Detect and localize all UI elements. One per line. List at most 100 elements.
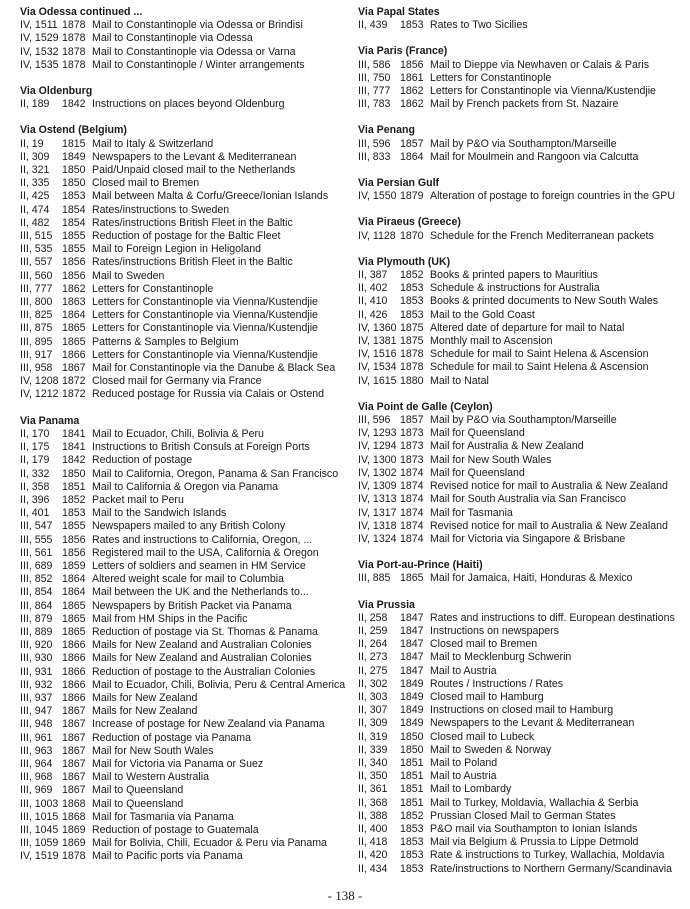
entry-description: Mail to Constantinople via Odessa or Bri… (92, 19, 303, 32)
entry-year: 1873 (400, 453, 424, 466)
entry-description: Mail for Victoria via Singapore & Brisba… (430, 532, 626, 545)
entry-year: 1850 (62, 164, 86, 177)
index-entry: III, 895 1865 Patterns & Samples to Belgiu… (20, 336, 350, 349)
volume-page-ref: II, 335 (20, 177, 50, 190)
volume-page-ref: II, 189 (20, 98, 50, 111)
index-entry: II, 302 1849 Routes / Instructions / Rates (358, 678, 688, 691)
volume-page-ref: III, 586 (358, 58, 391, 71)
entry-year: 1849 (400, 704, 424, 717)
entry-description: Mail for Queensland (430, 466, 525, 479)
index-entry: II, 434 1853 Rate/instructions to Northern… (358, 863, 688, 876)
volume-page-ref: III, 930 (20, 652, 53, 665)
volume-page-ref: IV, 1208 (20, 375, 59, 388)
entry-description: Rates/instructions British Fleet in the … (92, 256, 293, 269)
entry-description: Mail from HM Ships in the Pacific (92, 612, 248, 625)
volume-page-ref: II, 350 (358, 770, 388, 783)
entry-year: 1874 (400, 506, 424, 519)
index-entry: III, 1003 1868 Mail to Queensland (20, 798, 350, 811)
volume-page-ref: III, 547 (20, 520, 53, 533)
volume-page-ref: III, 557 (20, 256, 53, 269)
entry-description: Mail for New South Wales (92, 744, 214, 757)
index-entry: IV, 1381 1875 Monthly mail to Ascension (358, 335, 688, 348)
index-entry: III, 833 1864 Mail for Moulmein and Rangoo… (358, 151, 688, 164)
volume-page-ref: IV, 1519 (20, 850, 59, 863)
entry-year: 1857 (400, 137, 424, 150)
entry-description: Mail to Queensland (92, 784, 184, 797)
index-entry: III, 1059 1869 Mail for Bolivia, Chili, Ec… (20, 837, 350, 850)
entry-description: Letters for Constantinople via Vienna/Ku… (92, 309, 318, 322)
index-entry: III, 875 1865 Letters for Constantinople v… (20, 322, 350, 335)
entry-year: 1863 (62, 296, 86, 309)
entry-description: Mail to Lombardy (430, 783, 512, 796)
volume-page-ref: IV, 1534 (358, 361, 397, 374)
index-entry: II, 335 1850 Closed mail to Bremen (20, 177, 350, 190)
section-title: Via Oldenburg (20, 85, 93, 98)
entry-year: 1861 (400, 71, 424, 84)
index-entry: III, 947 1867 Mails for New Zealand (20, 705, 350, 718)
entry-year: 1873 (400, 440, 424, 453)
volume-page-ref: IV, 1294 (358, 440, 397, 453)
volume-page-ref: II, 401 (20, 507, 50, 520)
entry-description: Mail by P&O via Southampton/Marseille (430, 414, 617, 427)
index-section: Via Panama II, 170 1841 Mail to Ecuador, Ch… (20, 415, 350, 864)
index-entry: IV, 1324 1874 Mail for Victoria via Singap… (358, 533, 688, 546)
entry-description: Reduction of postage (92, 454, 193, 467)
entry-year: 1878 (62, 32, 86, 45)
entry-year: 1854 (62, 216, 86, 229)
entry-year: 1870 (400, 229, 424, 242)
section-title: Via Paris (France) (358, 45, 448, 58)
entry-description: Books & printed papers to Mauritius (430, 269, 598, 282)
entry-description: Mails for New Zealand and Australian Col… (92, 652, 312, 665)
entry-year: 1865 (62, 599, 86, 612)
entry-description: Mail for Constantinople via the Danube &… (92, 362, 336, 375)
page-number: - 138 - (327, 888, 363, 903)
entry-year: 1852 (400, 269, 424, 282)
entry-year: 1849 (400, 677, 424, 690)
index-entry: IV, 1302 1874 Mail for Queensland (358, 467, 688, 480)
volume-page-ref: II, 319 (358, 730, 388, 743)
index-entry: III, 777 1862 Letters for Constantinople v… (358, 85, 688, 98)
index-section: Via Plymouth (UK) II, 387 1852 Books & prin… (358, 256, 688, 388)
index-section: Via Port-au-Prince (Haiti) III, 885 1865 Ma… (358, 559, 688, 585)
section-title: Via Odessa continued ... (20, 6, 143, 18)
entry-description: Mail by French packets from St. Nazaire (430, 98, 619, 111)
entry-description: Mail to Dieppe via Newhaven or Calais & … (430, 58, 650, 71)
index-entry: II, 259 1847 Instructions on newspapers (358, 625, 688, 638)
index-section: Via Persian Gulf IV, 1550 1879 Alteration o… (358, 177, 688, 203)
volume-page-ref: II, 388 (358, 809, 388, 822)
entry-description: Schedule for mail to Saint Helena & Asce… (430, 348, 649, 361)
volume-page-ref: III, 535 (20, 243, 53, 256)
index-entry: III, 879 1865 Mail from HM Ships in the Pa… (20, 613, 350, 626)
index-entry: IV, 1534 1878 Schedule for mail to Saint H… (358, 361, 688, 374)
index-entry: III, 1015 1868 Mail for Tasmania via Panam… (20, 811, 350, 824)
entry-description: Revised notice for mail to Australia & N… (430, 519, 668, 532)
index-entry: IV, 1519 1878 Mail to Pacific ports via Pa… (20, 850, 350, 863)
volume-page-ref: III, 560 (20, 269, 53, 282)
entry-year: 1853 (62, 190, 86, 203)
entry-description: Letters for Constantinople (92, 282, 214, 295)
volume-page-ref: II, 264 (358, 638, 388, 651)
entry-description: Mail to Foreign Legion in Heligoland (92, 243, 262, 256)
entry-description: Mail to Natal (430, 374, 489, 387)
section-title: Via Port-au-Prince (Haiti) (358, 559, 483, 572)
volume-page-ref: II, 402 (358, 282, 388, 295)
entry-year: 1815 (62, 137, 86, 150)
entry-description: Mail to Mecklenburg Schwerin (430, 651, 572, 664)
entry-year: 1866 (62, 348, 86, 361)
entry-year: 1865 (62, 322, 86, 335)
entry-description: Mails for New Zealand (92, 705, 198, 718)
index-entry: IV, 1208 1872 Closed mail for Germany via … (20, 375, 350, 388)
entry-year: 1859 (62, 559, 86, 572)
volume-page-ref: IV, 1550 (358, 190, 397, 203)
entry-year: 1853 (400, 822, 424, 835)
volume-page-ref: III, 969 (20, 784, 53, 797)
index-entry: II, 358 1851 Mail to California & Oregon v… (20, 481, 350, 494)
entry-description: Mail to Western Australia (92, 771, 209, 784)
entry-description: Letters for Constantinople (430, 71, 552, 84)
index-section: Via Paris (France) III, 586 1856 Mail to Di… (358, 45, 688, 111)
index-entry: II, 340 1851 Mail to Poland (358, 757, 688, 770)
entry-year: 1868 (62, 810, 86, 823)
section-title: Via Panama (20, 414, 80, 427)
entry-description: Increase of postage for New Zealand via … (92, 718, 325, 731)
volume-page-ref: III, 750 (358, 71, 391, 84)
